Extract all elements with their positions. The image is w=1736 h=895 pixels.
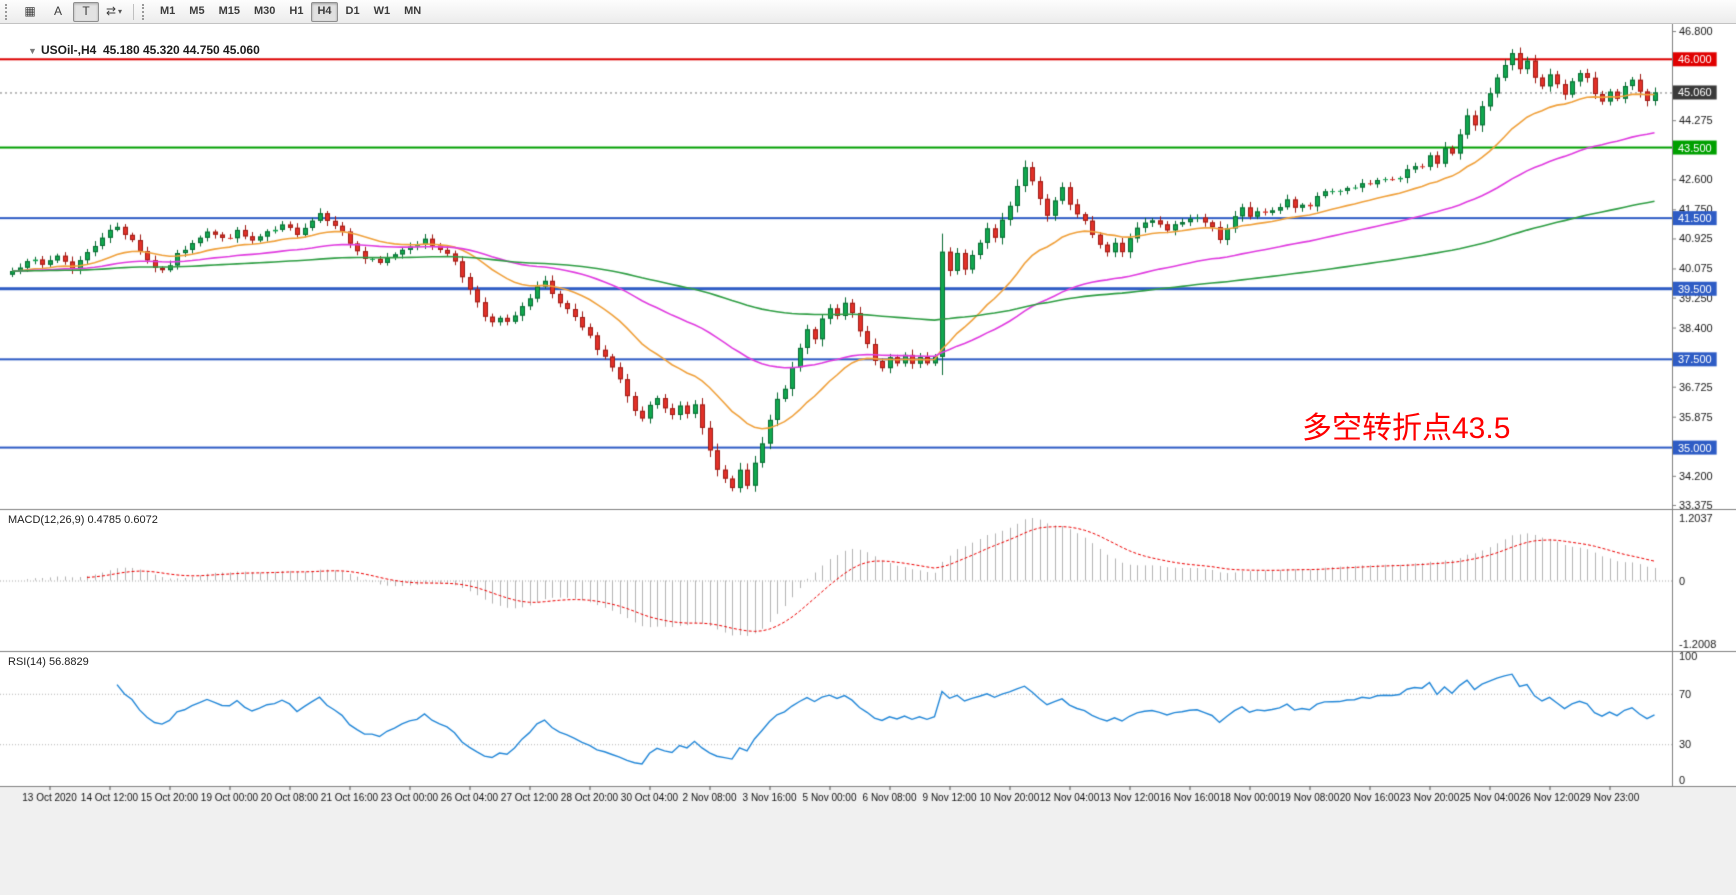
cycle-button[interactable]: ⇄ ▾	[101, 2, 127, 22]
timeframe-h4-button[interactable]: H4	[311, 1, 338, 22]
toolbar-grip[interactable]	[5, 3, 11, 20]
timeframe-bar: M1 M5 M15 M30 H1 H4 D1 W1 MN	[153, 1, 428, 22]
windows-grid-button[interactable]: ▦	[17, 2, 43, 22]
cursor-button[interactable]: A	[45, 2, 71, 22]
windows-grid-icon: ▦	[24, 4, 36, 18]
timeframe-d1-button[interactable]: D1	[345, 4, 360, 17]
timeframe-m1-button[interactable]: M1	[160, 4, 176, 17]
chart-canvas[interactable]	[0, 24, 1736, 808]
timeframe-m15-button[interactable]: M15	[218, 4, 240, 17]
toolbar-separator	[133, 3, 134, 20]
chart-text-annotation[interactable]: 多空转折点43.5	[1302, 412, 1511, 445]
timeframe-h1-button[interactable]: H1	[289, 4, 304, 17]
cycle-icon: ⇄	[105, 4, 117, 18]
dropdown-caret-icon[interactable]: ▾	[118, 7, 123, 16]
timeframe-m30-button[interactable]: M30	[253, 4, 276, 17]
cursor-icon: A	[53, 4, 62, 18]
timeframe-m5-button[interactable]: M5	[189, 4, 205, 17]
timeframe-mn-button[interactable]: MN	[404, 4, 422, 17]
timeframe-grip[interactable]	[142, 3, 148, 20]
text-button[interactable]: T	[73, 1, 99, 22]
timeframe-w1-button[interactable]: W1	[373, 4, 391, 17]
window-bottom-area	[0, 808, 1736, 895]
text-icon: T	[82, 4, 90, 18]
tools-bar: ▦ A T ⇄ ▾	[16, 1, 128, 22]
toolbar: ▦ A T ⇄ ▾ M1 M5 M15 M30 H1 H4 D1 W1 MN	[0, 0, 1736, 24]
chart-area: ▼ USOil-,H4 45.180 45.320 44.750 45.060 M…	[0, 24, 1736, 808]
